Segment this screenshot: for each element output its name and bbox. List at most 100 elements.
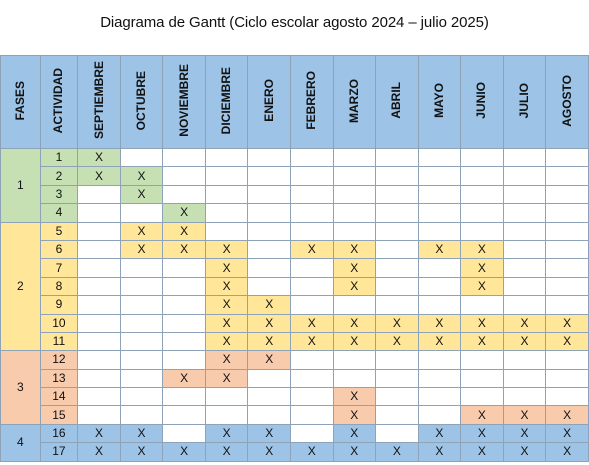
empty-cell: [460, 221, 504, 241]
month-header-label: ABRIL: [389, 82, 404, 119]
activity-cell: 9: [39, 295, 79, 315]
empty-cell: [375, 203, 419, 223]
month-header-label: NOVIEMBRE: [176, 64, 191, 137]
gantt-mark: X: [545, 331, 589, 352]
table-row: 11 X X X X X X X X X: [1, 331, 589, 352]
phase-cell: 3: [0, 350, 41, 425]
activity-header: ACTIVIDAD: [39, 55, 79, 149]
empty-cell: [247, 258, 291, 278]
activity-cell: 8: [39, 276, 79, 297]
empty-cell: [77, 331, 121, 352]
phase-cell: 4: [0, 423, 41, 462]
gantt-mark: X: [332, 276, 377, 297]
empty-cell: [460, 184, 504, 205]
gantt-mark: X: [545, 313, 589, 333]
gantt-mark: X: [375, 442, 419, 462]
gantt-mark: X: [545, 442, 589, 462]
month-header-label: AGOSTO: [559, 74, 574, 127]
empty-cell: [417, 221, 462, 241]
empty-cell: [460, 166, 504, 186]
gantt-mark: X: [460, 258, 504, 278]
empty-cell: [289, 147, 334, 168]
month-header: JULIO: [502, 55, 547, 149]
empty-cell: [417, 387, 462, 407]
gantt-mark: X: [375, 331, 419, 352]
empty-cell: [502, 387, 547, 407]
empty-cell: [375, 368, 419, 389]
empty-cell: [289, 276, 334, 297]
empty-cell: [289, 184, 334, 205]
gantt-mark: X: [332, 239, 377, 260]
empty-cell: [204, 147, 249, 168]
empty-cell: [417, 147, 462, 168]
activity-cell: 5: [39, 221, 79, 241]
table-row: 15 X X X X: [1, 405, 589, 425]
gantt-mark: X: [247, 313, 291, 333]
empty-cell: [289, 221, 334, 241]
empty-cell: [502, 295, 547, 315]
activity-cell: 6: [39, 239, 79, 260]
gantt-mark: X: [460, 313, 504, 333]
gantt-mark: X: [460, 423, 504, 444]
activity-cell: 17: [39, 442, 79, 462]
empty-cell: [77, 313, 121, 333]
activity-cell: 15: [39, 405, 79, 425]
month-header: AGOSTO: [545, 55, 589, 149]
month-header: MAYO: [417, 55, 462, 149]
empty-cell: [545, 295, 589, 315]
empty-cell: [460, 368, 504, 389]
empty-cell: [375, 405, 419, 425]
empty-cell: [332, 368, 377, 389]
empty-cell: [460, 350, 504, 370]
table-row: 8 X X X: [1, 276, 589, 297]
empty-cell: [460, 387, 504, 407]
gantt-mark: X: [289, 239, 334, 260]
phase-cell: 1: [0, 148, 41, 223]
empty-cell: [375, 387, 419, 407]
empty-cell: [162, 331, 206, 352]
empty-cell: [119, 147, 164, 168]
empty-cell: [417, 350, 462, 370]
gantt-mark: X: [332, 387, 377, 407]
empty-cell: [289, 405, 334, 425]
month-header: FEBRERO: [289, 55, 334, 149]
empty-cell: [545, 147, 589, 168]
empty-cell: [375, 295, 419, 315]
empty-cell: [460, 203, 504, 223]
empty-cell: [247, 166, 291, 186]
gantt-mark: X: [162, 368, 206, 389]
empty-cell: [502, 276, 547, 297]
empty-cell: [502, 184, 547, 205]
empty-cell: [417, 276, 462, 297]
empty-cell: [119, 331, 164, 352]
empty-cell: [247, 387, 291, 407]
activity-cell: 2: [39, 166, 79, 186]
gantt-mark: X: [460, 331, 504, 352]
empty-cell: [162, 313, 206, 333]
month-header-label: ENERO: [261, 79, 276, 122]
empty-cell: [162, 350, 206, 370]
empty-cell: [375, 184, 419, 205]
gantt-mark: X: [204, 258, 249, 278]
month-header-label: JULIO: [516, 82, 531, 119]
chart-title: Diagrama de Gantt (Ciclo escolar agosto …: [100, 14, 489, 31]
table-row: 10 X X X X X X X X X: [1, 313, 589, 333]
gantt-mark: X: [119, 423, 164, 444]
gantt-mark: X: [460, 276, 504, 297]
empty-cell: [119, 276, 164, 297]
empty-cell: [162, 184, 206, 205]
empty-cell: [417, 368, 462, 389]
gantt-mark: X: [119, 442, 164, 462]
gantt-mark: X: [460, 239, 504, 260]
month-header: SEPTIEMBRE: [77, 55, 121, 149]
gantt-mark: X: [162, 203, 206, 223]
empty-cell: [545, 258, 589, 278]
phase-header: FASES: [0, 55, 41, 149]
table-row: 3 12 X X: [0, 350, 589, 425]
empty-cell: [375, 239, 419, 260]
